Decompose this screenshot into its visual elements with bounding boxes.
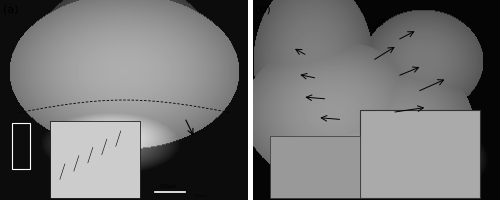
Bar <box>270 136 360 198</box>
Text: 500μm: 500μm <box>160 183 177 188</box>
Text: May 1: May 1 <box>194 193 207 197</box>
Text: (b): (b) <box>256 4 271 14</box>
Bar <box>360 111 480 198</box>
Text: (a): (a) <box>3 4 18 14</box>
Bar <box>50 121 140 198</box>
Bar <box>12 123 30 169</box>
